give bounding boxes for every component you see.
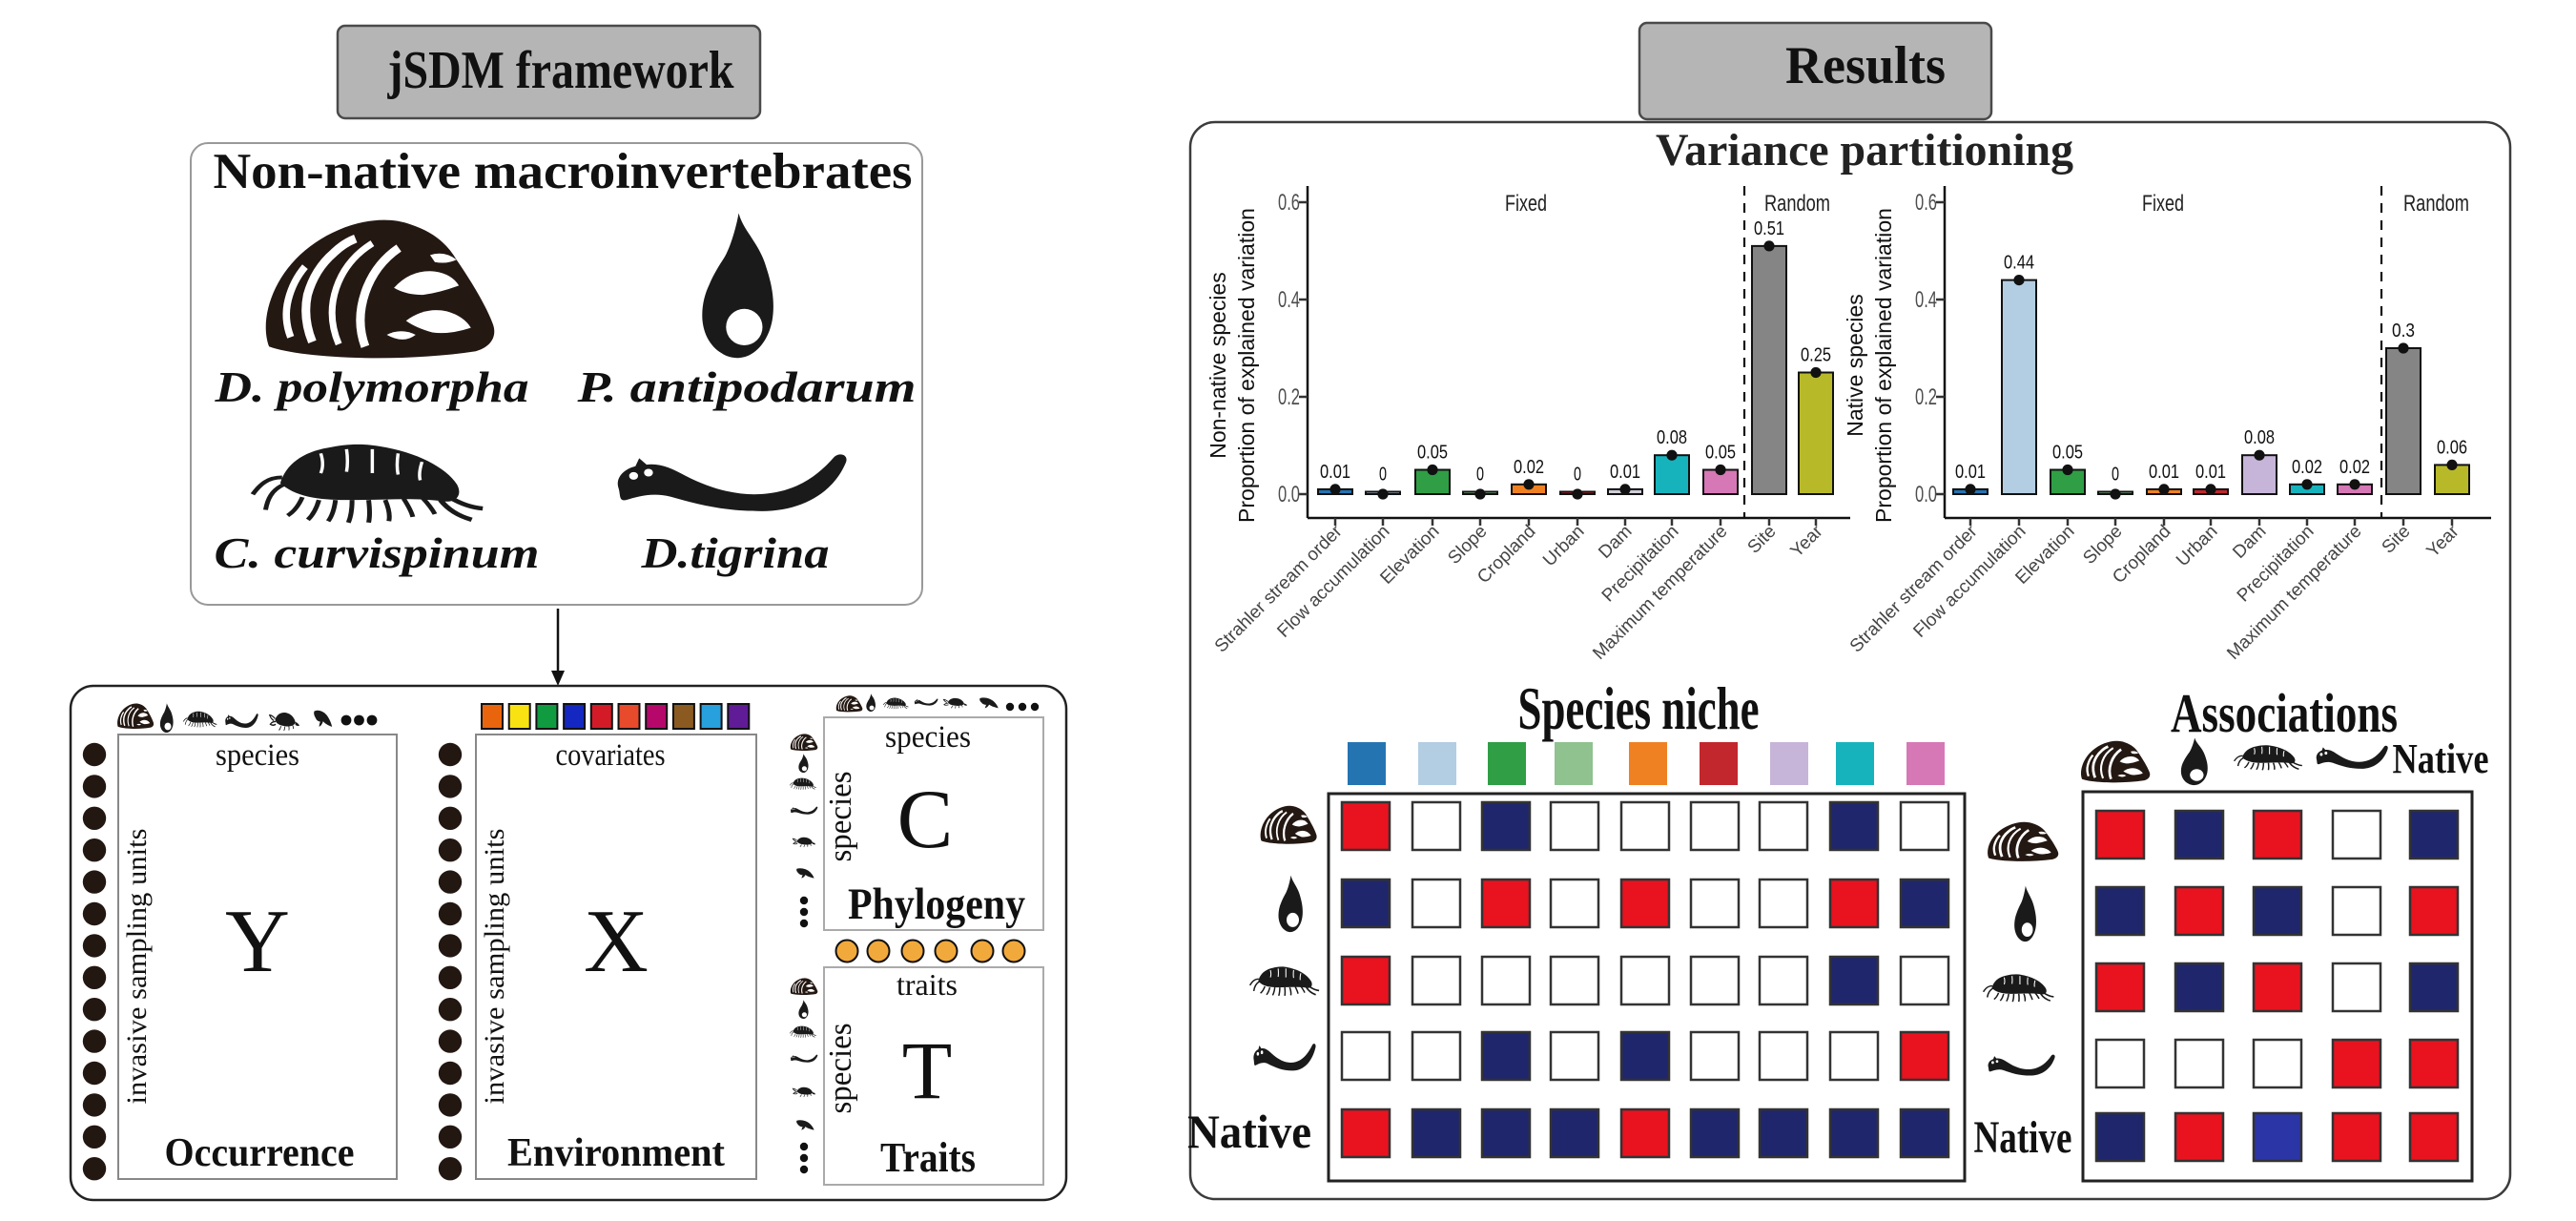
svg-text:Native species: Native species — [1843, 294, 1867, 437]
svg-text:0.25: 0.25 — [1801, 345, 1831, 366]
svg-text:X: X — [584, 892, 649, 991]
svg-text:C. curvispinum: C. curvispinum — [215, 529, 540, 577]
svg-text:Occurrence: Occurrence — [165, 1131, 355, 1175]
svg-text:invasive sampling units: invasive sampling units — [121, 829, 153, 1105]
svg-text:species: species — [823, 1024, 858, 1114]
svg-text:0.51: 0.51 — [1754, 218, 1784, 239]
svg-text:0.05: 0.05 — [2052, 443, 2083, 464]
svg-text:D.tigrina: D.tigrina — [640, 529, 829, 577]
svg-text:0.02: 0.02 — [2339, 457, 2370, 478]
svg-text:0.02: 0.02 — [1514, 457, 1544, 478]
svg-text:0.0: 0.0 — [1278, 482, 1300, 507]
svg-text:0: 0 — [1574, 465, 1581, 486]
svg-text:Environment: Environment — [507, 1131, 725, 1175]
svg-text:Fixed: Fixed — [1505, 191, 1547, 217]
svg-text:0.08: 0.08 — [1657, 427, 1687, 448]
svg-text:Fixed: Fixed — [2142, 191, 2184, 217]
svg-text:0.05: 0.05 — [1705, 443, 1736, 464]
svg-text:0.01: 0.01 — [2149, 462, 2179, 483]
svg-text:Native: Native — [1187, 1105, 1311, 1158]
svg-text:0.01: 0.01 — [1955, 462, 1986, 483]
svg-text:0: 0 — [1379, 465, 1387, 486]
svg-text:Non-native macroinvertebrates: Non-native macroinvertebrates — [214, 144, 913, 199]
svg-text:0.08: 0.08 — [2244, 427, 2275, 448]
svg-text:Traits: Traits — [880, 1134, 976, 1181]
svg-text:C: C — [897, 774, 954, 866]
svg-text:Species niche: Species niche — [1518, 675, 1760, 742]
svg-text:Random: Random — [2403, 191, 2469, 217]
svg-text:Y: Y — [225, 892, 290, 991]
svg-text:0.01: 0.01 — [1320, 462, 1350, 483]
svg-text:0.6: 0.6 — [1278, 190, 1300, 216]
svg-text:traits: traits — [896, 967, 958, 1002]
svg-text:jSDM framework: jSDM framework — [387, 41, 735, 100]
svg-text:invasive sampling units: invasive sampling units — [479, 829, 510, 1105]
svg-text:D. polymorpha: D. polymorpha — [214, 363, 528, 411]
svg-text:0: 0 — [1476, 465, 1484, 486]
svg-text:Native: Native — [2393, 735, 2489, 782]
svg-text:Proportion of explained variat: Proportion of explained variation — [1234, 208, 1259, 523]
svg-text:0.0: 0.0 — [1915, 482, 1937, 507]
svg-text:covariates: covariates — [556, 738, 666, 773]
svg-text:0.44: 0.44 — [2004, 253, 2034, 274]
svg-text:Associations: Associations — [2171, 682, 2398, 744]
svg-text:Random: Random — [1764, 191, 1830, 217]
svg-text:0.01: 0.01 — [2195, 462, 2226, 483]
svg-text:0.02: 0.02 — [2292, 457, 2322, 478]
svg-text:0.06: 0.06 — [2437, 437, 2467, 458]
svg-text:0: 0 — [2112, 465, 2119, 486]
svg-text:Variance partitioning: Variance partitioning — [1656, 125, 2073, 176]
svg-text:0.01: 0.01 — [1610, 462, 1640, 483]
svg-text:Native: Native — [1974, 1112, 2072, 1163]
svg-text:Results: Results — [1785, 36, 1946, 95]
svg-text:species: species — [216, 738, 299, 773]
svg-text:Phylogeny: Phylogeny — [848, 880, 1025, 929]
svg-text:Proportion of explained variat: Proportion of explained variation — [1871, 208, 1896, 523]
svg-text:0.3: 0.3 — [2392, 321, 2415, 341]
svg-text:0.05: 0.05 — [1417, 443, 1448, 464]
svg-text:0.4: 0.4 — [1915, 287, 1937, 313]
svg-text:Non-native species: Non-native species — [1206, 272, 1230, 459]
svg-text:0.2: 0.2 — [1915, 384, 1937, 410]
svg-text:species: species — [885, 720, 971, 755]
svg-text:P. antipodarum: P. antipodarum — [576, 363, 916, 411]
svg-text:T: T — [902, 1024, 953, 1116]
svg-text:0.2: 0.2 — [1278, 384, 1300, 410]
svg-text:0.4: 0.4 — [1278, 287, 1300, 313]
svg-text:species: species — [823, 772, 858, 862]
svg-text:0.6: 0.6 — [1915, 190, 1937, 216]
